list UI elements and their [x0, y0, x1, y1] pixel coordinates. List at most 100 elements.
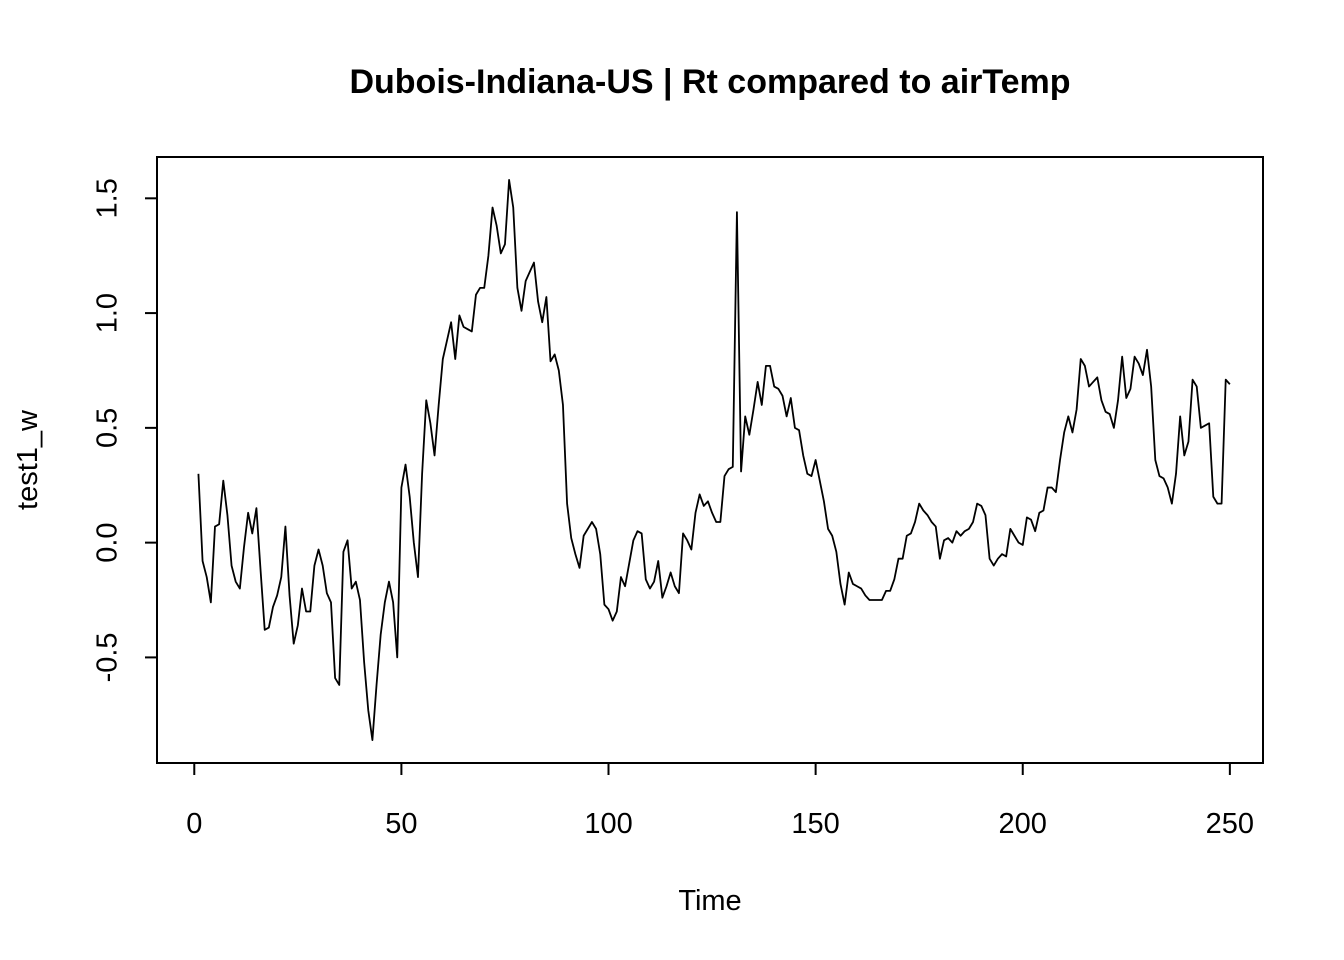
data-point — [649, 587, 651, 589]
data-point — [1096, 376, 1098, 378]
data-point — [1142, 374, 1144, 376]
data-point — [831, 535, 833, 537]
data-point — [235, 580, 237, 582]
data-point — [363, 661, 365, 663]
data-point — [910, 532, 912, 534]
data-point — [1046, 486, 1048, 488]
data-points — [197, 179, 1231, 742]
data-point — [918, 502, 920, 504]
data-point — [1063, 431, 1065, 433]
data-point — [1138, 362, 1140, 364]
data-point — [607, 608, 609, 610]
data-point — [1088, 385, 1090, 387]
data-point — [686, 539, 688, 541]
data-point — [972, 521, 974, 523]
data-point — [305, 610, 307, 612]
data-point — [400, 486, 402, 488]
data-point — [429, 422, 431, 424]
data-point — [321, 564, 323, 566]
x-tick-label: 100 — [584, 808, 632, 840]
data-point — [582, 535, 584, 537]
data-point — [466, 328, 468, 330]
data-point — [264, 629, 266, 631]
data-point — [417, 576, 419, 578]
data-point — [226, 514, 228, 516]
data-point — [206, 576, 208, 578]
data-point — [781, 395, 783, 397]
data-point — [1013, 535, 1015, 537]
data-point — [404, 463, 406, 465]
data-point — [479, 287, 481, 289]
data-point — [922, 509, 924, 511]
data-point — [495, 225, 497, 227]
data-point — [640, 532, 642, 534]
data-point — [425, 399, 427, 401]
data-point — [674, 585, 676, 587]
data-point — [814, 459, 816, 461]
data-point — [367, 709, 369, 711]
data-point — [549, 360, 551, 362]
data-point — [1034, 530, 1036, 532]
data-point — [1071, 431, 1073, 433]
data-point — [1154, 459, 1156, 461]
data-point — [487, 255, 489, 257]
data-point — [346, 539, 348, 541]
data-point — [268, 626, 270, 628]
data-point — [533, 261, 535, 263]
data-point — [645, 578, 647, 580]
data-point — [520, 310, 522, 312]
y-axis: -0.5 0.0 0.5 1.0 1.5 — [92, 178, 157, 682]
data-point — [1104, 411, 1106, 413]
data-point — [1212, 496, 1214, 498]
data-point — [893, 578, 895, 580]
data-point — [761, 404, 763, 406]
data-point — [392, 601, 394, 603]
data-point — [375, 684, 377, 686]
data-point — [379, 633, 381, 635]
data-point — [852, 583, 854, 585]
data-point — [1109, 413, 1111, 415]
data-point — [856, 585, 858, 587]
data-point — [785, 415, 787, 417]
data-point — [661, 597, 663, 599]
y-tick-label: 1.0 — [92, 293, 124, 333]
data-point — [562, 404, 564, 406]
data-point — [288, 594, 290, 596]
data-point — [1200, 427, 1202, 429]
data-point — [901, 558, 903, 560]
data-point — [230, 564, 232, 566]
data-point — [1146, 349, 1148, 351]
data-point — [943, 539, 945, 541]
y-tick-label: 0.0 — [92, 522, 124, 562]
data-point — [508, 179, 510, 181]
data-point — [628, 562, 630, 564]
x-axis-label: Time — [678, 885, 741, 917]
data-point — [653, 580, 655, 582]
data-point — [930, 521, 932, 523]
data-point — [201, 560, 203, 562]
data-point — [1216, 502, 1218, 504]
data-point — [748, 434, 750, 436]
data-point — [247, 512, 249, 514]
data-point — [603, 603, 605, 605]
data-point — [997, 558, 999, 560]
data-point — [707, 500, 709, 502]
data-point — [790, 397, 792, 399]
data-point — [964, 530, 966, 532]
data-point — [1059, 459, 1061, 461]
y-tick-label: 0.5 — [92, 408, 124, 448]
data-point — [959, 535, 961, 537]
plot-frame — [157, 157, 1263, 763]
data-point — [255, 507, 257, 509]
data-point — [889, 590, 891, 592]
data-point — [512, 206, 514, 208]
data-point — [955, 530, 957, 532]
data-point — [624, 585, 626, 587]
data-point — [491, 206, 493, 208]
data-point — [293, 642, 295, 644]
data-point — [881, 599, 883, 601]
data-point — [272, 606, 274, 608]
data-point — [334, 677, 336, 679]
data-point — [632, 539, 634, 541]
